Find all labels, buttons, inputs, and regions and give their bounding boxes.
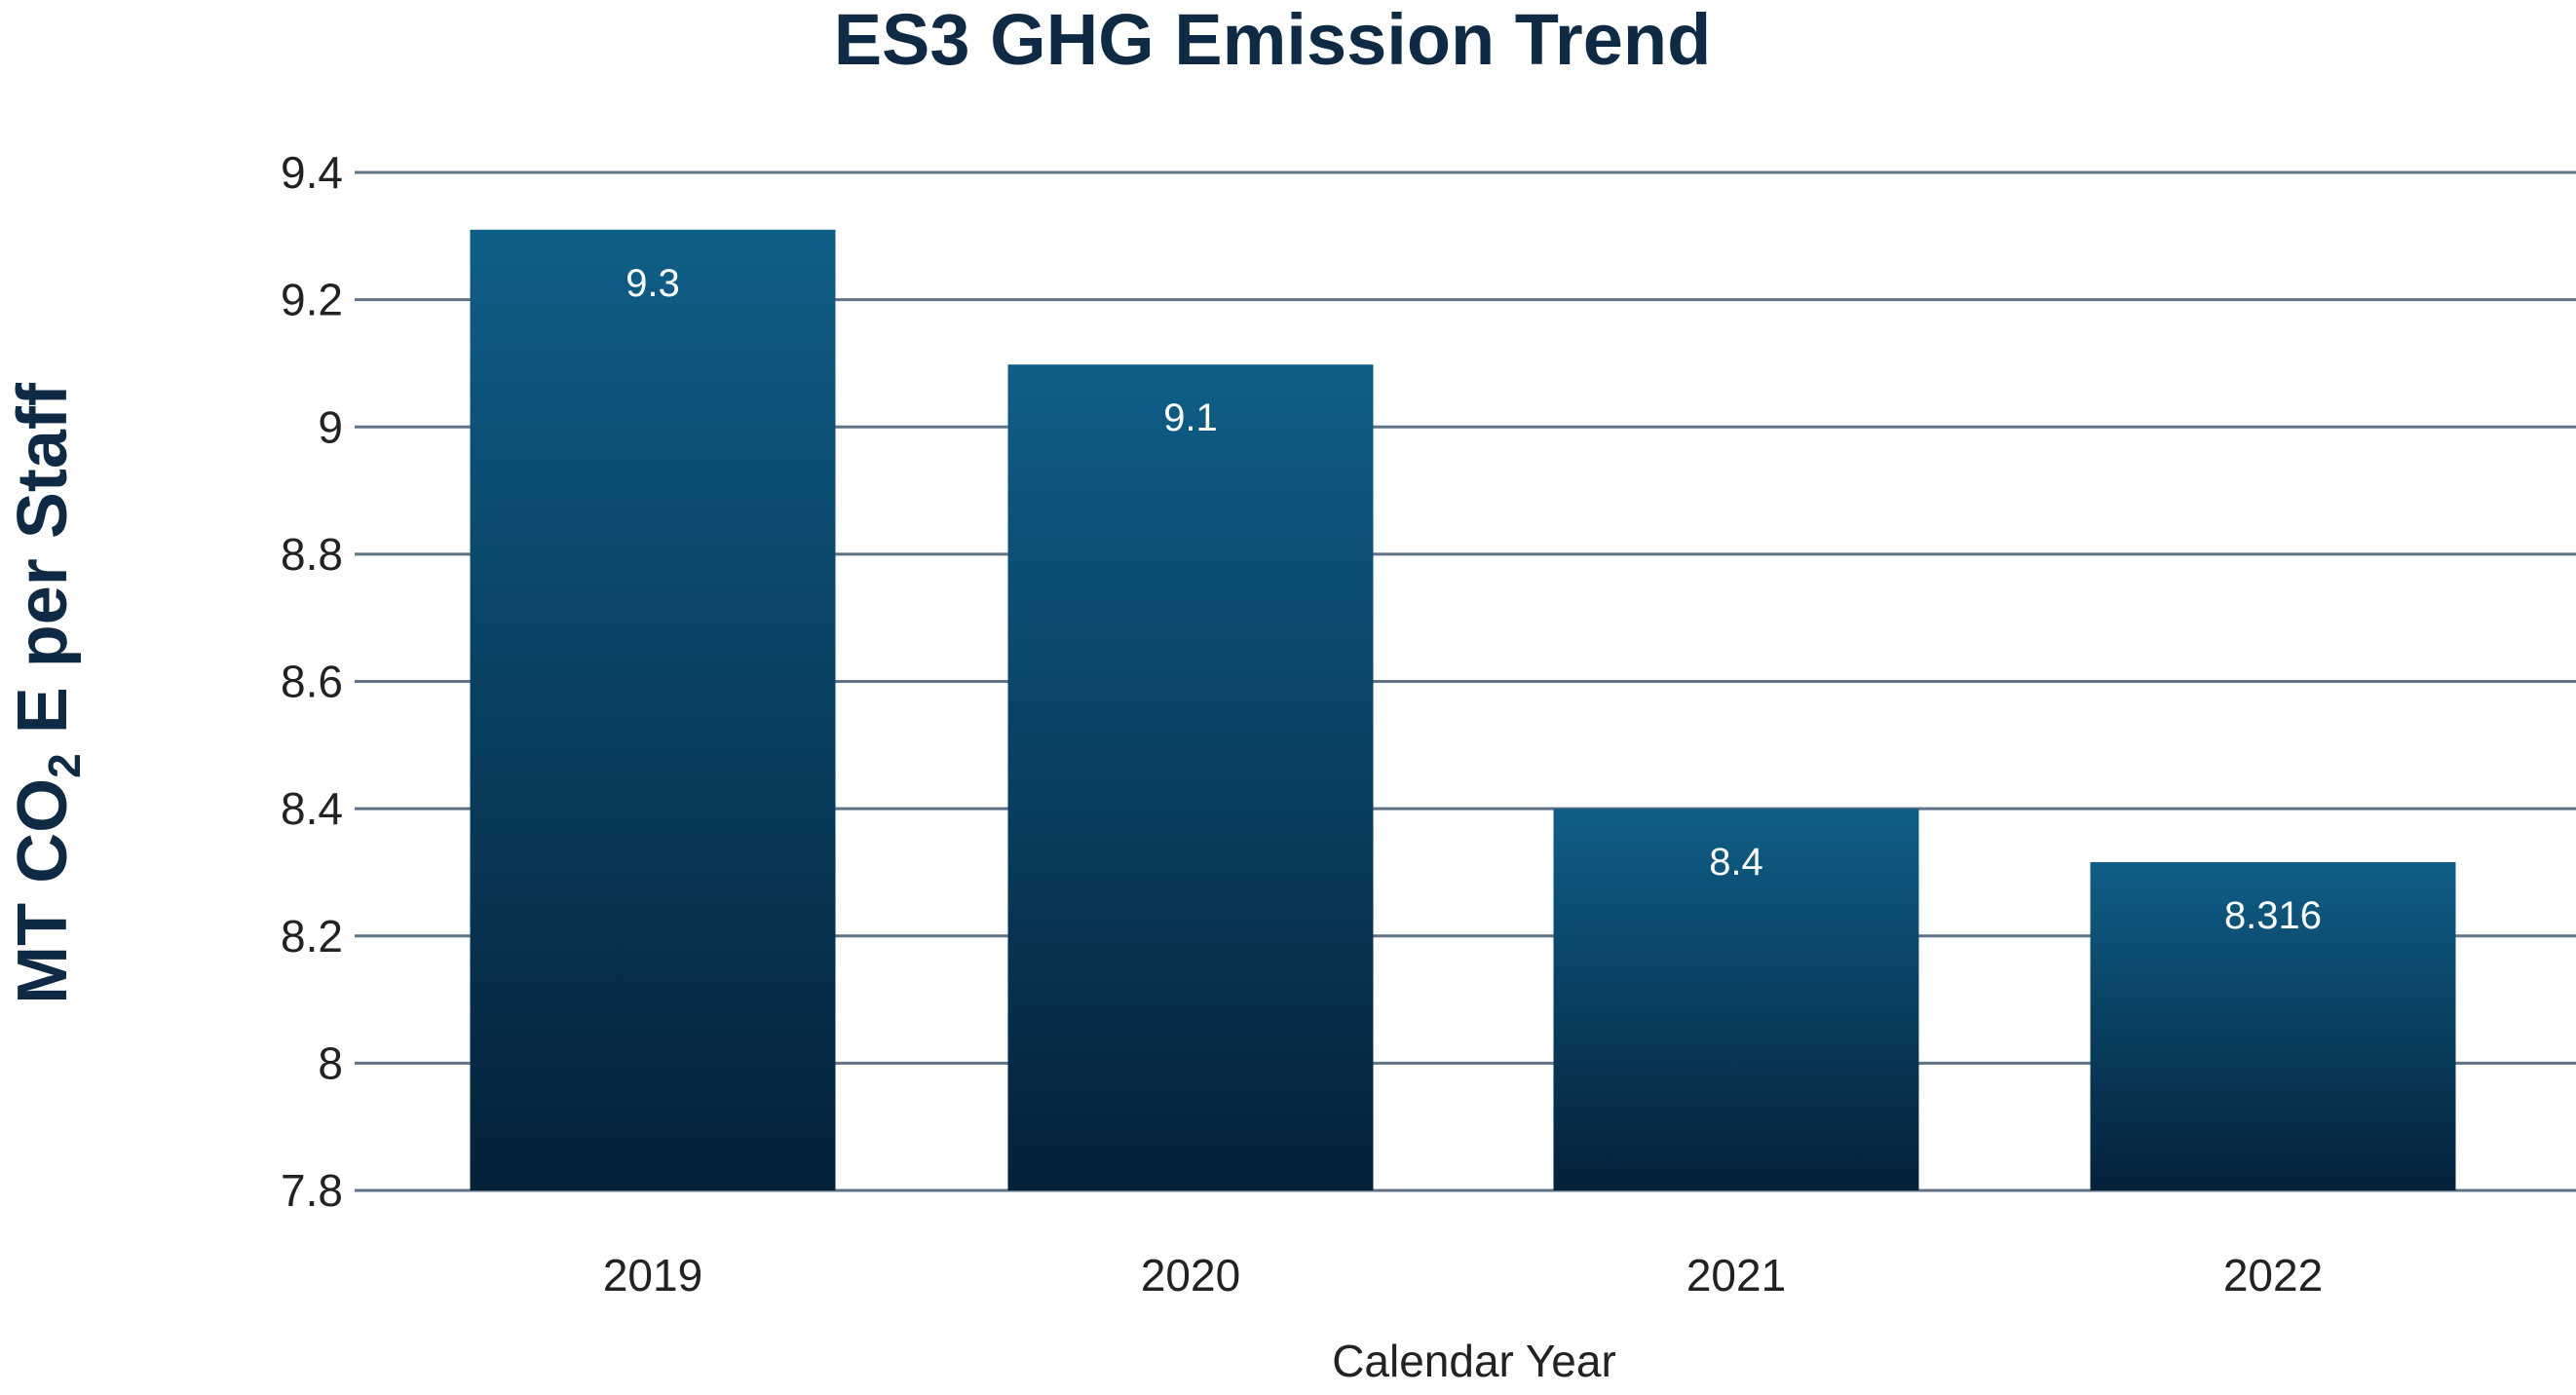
data-labels: 9.3 9.1 8.4 8.316 [625, 262, 2322, 937]
y-tick-label: 7.8 [281, 1165, 343, 1216]
y-tick-label: 8.8 [281, 529, 343, 580]
x-axis-label: Calendar Year [1332, 1336, 1616, 1386]
y-tick-label: 9 [318, 401, 343, 452]
x-axis-ticks: 2019 2020 2021 2022 [603, 1250, 2323, 1301]
bar [470, 229, 836, 1190]
y-axis-ticks: 9.4 9.2 9 8.8 8.6 8.4 8.2 8 7.8 [281, 147, 343, 1216]
y-axis-label-prefix: MT CO [4, 778, 82, 1004]
data-label: 8.316 [2224, 894, 2322, 937]
chart-title: ES3 GHG Emission Trend [834, 0, 1712, 80]
y-tick-label: 8.6 [281, 657, 343, 707]
y-tick-label: 8 [318, 1037, 343, 1088]
y-tick-label: 9.4 [281, 147, 343, 198]
data-label: 9.1 [1163, 396, 1218, 439]
bar [2090, 861, 2456, 1190]
y-axis-label-suffix: E per Staff [4, 382, 82, 753]
data-label: 8.4 [1709, 841, 1763, 884]
x-tick-label: 2019 [603, 1250, 702, 1301]
x-tick-label: 2021 [1686, 1250, 1786, 1301]
data-label: 9.3 [625, 262, 680, 305]
x-tick-label: 2020 [1141, 1250, 1240, 1301]
bar [1553, 809, 1919, 1190]
bars [470, 229, 2456, 1190]
y-tick-label: 8.4 [281, 783, 343, 834]
y-axis-label-subscript: 2 [39, 753, 90, 778]
x-tick-label: 2022 [2223, 1250, 2323, 1301]
y-tick-label: 8.2 [281, 911, 343, 961]
y-tick-label: 9.2 [281, 275, 343, 325]
y-axis-label: MT CO2 E per Staff [4, 382, 90, 1004]
bar [1007, 364, 1374, 1190]
